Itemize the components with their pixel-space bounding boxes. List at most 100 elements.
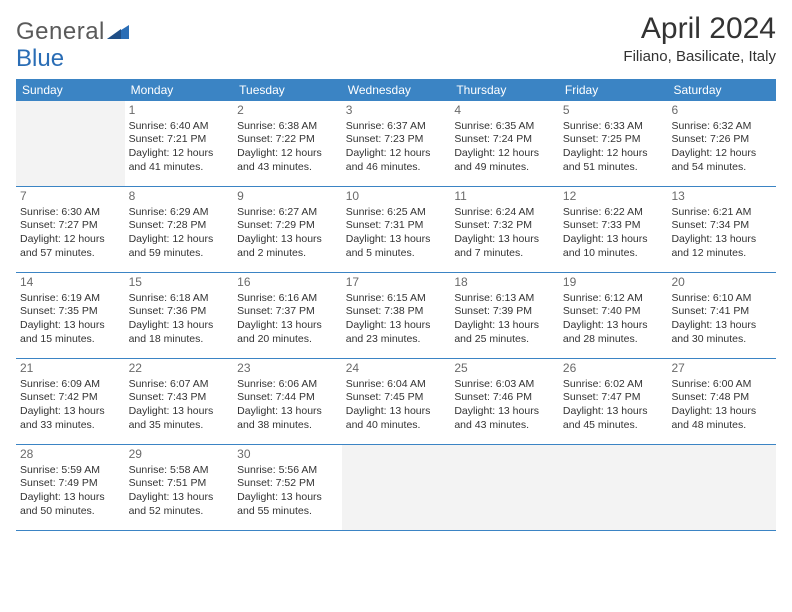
sunrise-text: Sunrise: 6:10 AM [671,292,772,306]
day-cell: 29Sunrise: 5:58 AMSunset: 7:51 PMDayligh… [125,445,234,530]
daylight-text: Daylight: 13 hours and 52 minutes. [129,491,230,518]
day-number: 12 [563,189,664,205]
day-number: 16 [237,275,338,291]
sunrise-text: Sunrise: 6:35 AM [454,120,555,134]
day-cell: 26Sunrise: 6:02 AMSunset: 7:47 PMDayligh… [559,359,668,444]
day-cell: 3Sunrise: 6:37 AMSunset: 7:23 PMDaylight… [342,101,451,186]
sunset-text: Sunset: 7:43 PM [129,391,230,405]
sunset-text: Sunset: 7:41 PM [671,305,772,319]
day-header-row: Sunday Monday Tuesday Wednesday Thursday… [16,79,776,101]
day-header-wed: Wednesday [342,79,451,101]
sunrise-text: Sunrise: 6:19 AM [20,292,121,306]
day-cell: 25Sunrise: 6:03 AMSunset: 7:46 PMDayligh… [450,359,559,444]
sunset-text: Sunset: 7:37 PM [237,305,338,319]
sunset-text: Sunset: 7:21 PM [129,133,230,147]
daylight-text: Daylight: 13 hours and 38 minutes. [237,405,338,432]
daylight-text: Daylight: 13 hours and 50 minutes. [20,491,121,518]
sunset-text: Sunset: 7:25 PM [563,133,664,147]
day-cell: 30Sunrise: 5:56 AMSunset: 7:52 PMDayligh… [233,445,342,530]
sunrise-text: Sunrise: 6:22 AM [563,206,664,220]
sunset-text: Sunset: 7:46 PM [454,391,555,405]
day-cell [342,445,451,530]
day-number: 14 [20,275,121,291]
sunrise-text: Sunrise: 6:16 AM [237,292,338,306]
day-cell [16,101,125,186]
daylight-text: Daylight: 13 hours and 15 minutes. [20,319,121,346]
calendar-grid: Sunday Monday Tuesday Wednesday Thursday… [16,79,776,531]
day-cell: 22Sunrise: 6:07 AMSunset: 7:43 PMDayligh… [125,359,234,444]
sunset-text: Sunset: 7:31 PM [346,219,447,233]
day-cell: 21Sunrise: 6:09 AMSunset: 7:42 PMDayligh… [16,359,125,444]
day-cell: 12Sunrise: 6:22 AMSunset: 7:33 PMDayligh… [559,187,668,272]
sunrise-text: Sunrise: 6:25 AM [346,206,447,220]
day-cell: 15Sunrise: 6:18 AMSunset: 7:36 PMDayligh… [125,273,234,358]
day-cell: 11Sunrise: 6:24 AMSunset: 7:32 PMDayligh… [450,187,559,272]
daylight-text: Daylight: 12 hours and 54 minutes. [671,147,772,174]
daylight-text: Daylight: 13 hours and 43 minutes. [454,405,555,432]
day-cell: 23Sunrise: 6:06 AMSunset: 7:44 PMDayligh… [233,359,342,444]
day-cell: 2Sunrise: 6:38 AMSunset: 7:22 PMDaylight… [233,101,342,186]
weeks-container: 1Sunrise: 6:40 AMSunset: 7:21 PMDaylight… [16,101,776,531]
day-cell [667,445,776,530]
sunset-text: Sunset: 7:23 PM [346,133,447,147]
week-row: 21Sunrise: 6:09 AMSunset: 7:42 PMDayligh… [16,359,776,445]
day-number: 15 [129,275,230,291]
day-number: 17 [346,275,447,291]
day-number: 3 [346,103,447,119]
daylight-text: Daylight: 12 hours and 59 minutes. [129,233,230,260]
daylight-text: Daylight: 12 hours and 49 minutes. [454,147,555,174]
day-number: 11 [454,189,555,205]
sunset-text: Sunset: 7:40 PM [563,305,664,319]
logo-text-left: General [16,18,105,46]
calendar-page: General April 2024 Filiano, Basilicate, … [0,0,792,531]
day-number: 29 [129,447,230,463]
day-header-mon: Monday [125,79,234,101]
sunset-text: Sunset: 7:35 PM [20,305,121,319]
location-text: Filiano, Basilicate, Italy [623,48,776,65]
day-cell: 17Sunrise: 6:15 AMSunset: 7:38 PMDayligh… [342,273,451,358]
logo-triangle-icon [107,18,129,46]
sunset-text: Sunset: 7:32 PM [454,219,555,233]
sunset-text: Sunset: 7:52 PM [237,477,338,491]
week-row: 14Sunrise: 6:19 AMSunset: 7:35 PMDayligh… [16,273,776,359]
sunset-text: Sunset: 7:26 PM [671,133,772,147]
sunset-text: Sunset: 7:24 PM [454,133,555,147]
day-number: 1 [129,103,230,119]
sunrise-text: Sunrise: 6:33 AM [563,120,664,134]
day-cell: 18Sunrise: 6:13 AMSunset: 7:39 PMDayligh… [450,273,559,358]
day-cell: 8Sunrise: 6:29 AMSunset: 7:28 PMDaylight… [125,187,234,272]
sunrise-text: Sunrise: 6:15 AM [346,292,447,306]
day-cell: 13Sunrise: 6:21 AMSunset: 7:34 PMDayligh… [667,187,776,272]
day-header-fri: Friday [559,79,668,101]
daylight-text: Daylight: 13 hours and 23 minutes. [346,319,447,346]
day-number: 28 [20,447,121,463]
day-number: 5 [563,103,664,119]
sunrise-text: Sunrise: 6:04 AM [346,378,447,392]
day-cell: 28Sunrise: 5:59 AMSunset: 7:49 PMDayligh… [16,445,125,530]
day-cell: 4Sunrise: 6:35 AMSunset: 7:24 PMDaylight… [450,101,559,186]
sunrise-text: Sunrise: 6:29 AM [129,206,230,220]
day-number: 27 [671,361,772,377]
day-cell: 1Sunrise: 6:40 AMSunset: 7:21 PMDaylight… [125,101,234,186]
sunrise-text: Sunrise: 6:37 AM [346,120,447,134]
sunrise-text: Sunrise: 5:58 AM [129,464,230,478]
day-cell: 5Sunrise: 6:33 AMSunset: 7:25 PMDaylight… [559,101,668,186]
sunrise-text: Sunrise: 6:27 AM [237,206,338,220]
daylight-text: Daylight: 13 hours and 25 minutes. [454,319,555,346]
day-cell: 6Sunrise: 6:32 AMSunset: 7:26 PMDaylight… [667,101,776,186]
sunset-text: Sunset: 7:48 PM [671,391,772,405]
sunrise-text: Sunrise: 5:56 AM [237,464,338,478]
sunset-text: Sunset: 7:42 PM [20,391,121,405]
sunset-text: Sunset: 7:27 PM [20,219,121,233]
day-header-thu: Thursday [450,79,559,101]
month-title: April 2024 [623,12,776,46]
day-number: 13 [671,189,772,205]
daylight-text: Daylight: 13 hours and 7 minutes. [454,233,555,260]
sunrise-text: Sunrise: 6:30 AM [20,206,121,220]
sunset-text: Sunset: 7:49 PM [20,477,121,491]
day-number: 8 [129,189,230,205]
week-row: 7Sunrise: 6:30 AMSunset: 7:27 PMDaylight… [16,187,776,273]
day-number: 26 [563,361,664,377]
sunset-text: Sunset: 7:29 PM [237,219,338,233]
day-number: 24 [346,361,447,377]
